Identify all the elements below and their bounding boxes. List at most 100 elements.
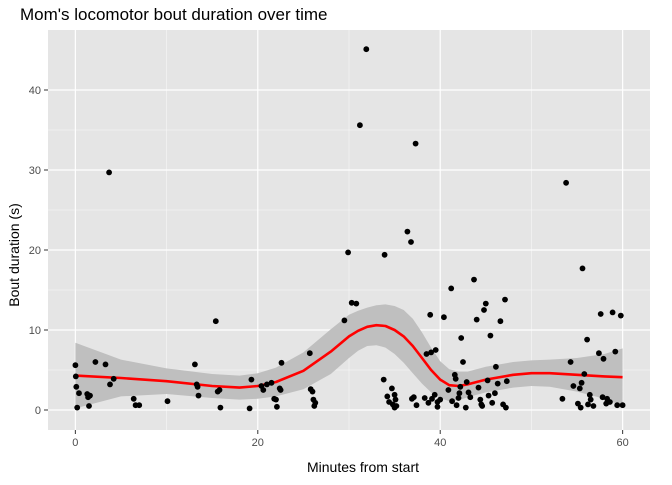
data-point <box>410 394 417 401</box>
data-point <box>391 391 398 398</box>
data-point <box>164 398 171 405</box>
data-point <box>136 402 143 409</box>
data-point <box>503 404 509 411</box>
data-point <box>484 377 491 384</box>
data-point <box>87 392 93 399</box>
data-point <box>432 347 439 353</box>
data-point <box>274 403 280 410</box>
data-point <box>106 169 112 176</box>
data-point <box>392 396 399 403</box>
data-point <box>278 359 285 366</box>
data-point <box>567 359 574 365</box>
data-point <box>485 392 492 399</box>
data-point <box>413 402 420 409</box>
data-point <box>607 399 613 405</box>
data-point <box>421 395 428 401</box>
data-point <box>475 384 482 391</box>
data-point <box>462 404 469 411</box>
data-point <box>246 405 253 412</box>
data-point <box>612 348 619 355</box>
data-point <box>380 376 387 383</box>
data-point <box>428 349 434 356</box>
data-point <box>86 403 92 409</box>
data-point <box>353 300 360 307</box>
data-point <box>471 276 477 283</box>
data-point <box>72 362 79 369</box>
data-point <box>477 396 484 403</box>
data-point <box>306 350 313 357</box>
data-point <box>348 299 355 306</box>
data-point <box>384 393 391 400</box>
data-point <box>576 385 583 392</box>
data-point <box>341 317 348 324</box>
data-point <box>404 228 411 235</box>
data-point <box>489 399 496 406</box>
y-axis-ticks: 0 10 20 30 40 <box>29 85 48 417</box>
data-point <box>449 398 455 405</box>
data-point <box>425 399 432 406</box>
data-point <box>216 387 223 393</box>
data-point <box>74 404 81 411</box>
data-point <box>192 361 198 368</box>
data-point <box>619 402 626 409</box>
data-point <box>579 265 586 272</box>
data-point <box>492 390 498 397</box>
data-point <box>102 361 109 368</box>
data-point <box>487 332 494 339</box>
data-point <box>577 404 584 411</box>
data-point <box>427 311 434 318</box>
data-point <box>494 380 501 387</box>
data-point <box>614 402 621 409</box>
data-point <box>456 390 463 397</box>
data-point <box>465 389 472 396</box>
y-tick-label: 40 <box>29 85 41 97</box>
data-point <box>110 375 117 382</box>
data-point <box>217 404 224 411</box>
data-point <box>72 373 79 380</box>
data-point <box>590 403 597 409</box>
data-point <box>130 395 137 402</box>
data-point <box>457 383 464 390</box>
chart-title: Mom's locomotor bout duration over time <box>20 5 328 24</box>
data-point <box>581 371 588 377</box>
data-point <box>92 359 99 365</box>
data-point <box>431 391 438 398</box>
data-point <box>107 381 113 388</box>
data-point <box>445 387 452 393</box>
data-point <box>570 383 577 389</box>
smooth-trend-line <box>75 323 623 389</box>
data-point <box>423 351 430 357</box>
data-point <box>458 335 465 341</box>
data-point <box>617 312 624 319</box>
y-tick-label: 10 <box>29 325 41 337</box>
x-tick-label: 20 <box>252 437 264 449</box>
data-point <box>578 379 585 386</box>
data-point <box>479 403 486 409</box>
data-point <box>194 383 201 390</box>
data-point <box>597 311 604 317</box>
x-tick-label: 60 <box>617 437 629 449</box>
data-point <box>381 251 388 258</box>
data-point <box>363 46 370 53</box>
data-point <box>563 179 569 186</box>
data-point <box>212 318 219 325</box>
data-point <box>357 122 363 129</box>
data-point <box>312 399 319 406</box>
data-point <box>73 383 80 390</box>
y-axis-title: Bout duration (s) <box>6 203 22 307</box>
data-point <box>264 381 270 388</box>
data-point <box>493 363 499 370</box>
data-point <box>460 359 466 365</box>
data-point <box>609 309 616 316</box>
data-point <box>268 379 275 386</box>
data-point <box>437 396 444 403</box>
data-point <box>389 385 395 392</box>
data-point <box>587 396 594 403</box>
data-point <box>273 396 279 403</box>
y-tick-label: 20 <box>29 245 41 257</box>
x-axis-title: Minutes from start <box>307 459 419 475</box>
data-point <box>497 318 504 325</box>
y-tick-label: 30 <box>29 165 41 177</box>
